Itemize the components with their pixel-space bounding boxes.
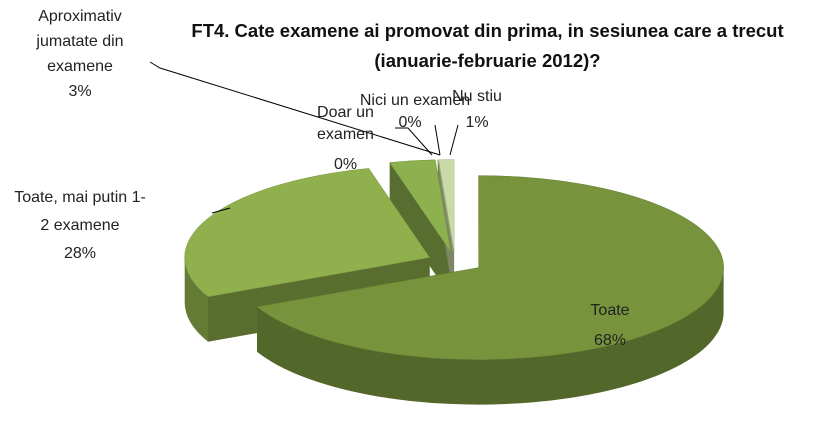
category-label: Doar un examen xyxy=(317,104,374,143)
slice-label: Nu stiu 1% xyxy=(452,84,502,136)
leader-line xyxy=(434,124,441,156)
slice-label: Nici un examen 0% xyxy=(350,90,480,134)
leader-line xyxy=(149,61,441,156)
slice-label: Aproximativ jumatate din examene 3% xyxy=(10,4,150,104)
slice xyxy=(184,168,431,297)
value-label: 1% xyxy=(465,114,489,131)
category-label: Nici un examen xyxy=(359,92,471,109)
slice-label: Toate 68% xyxy=(560,296,660,356)
value-label: 0% xyxy=(333,156,358,173)
chart-title: FT4. Cate examene ai promovat din prima,… xyxy=(191,20,784,71)
slice-wall xyxy=(184,257,208,342)
category-label: Nu stiu xyxy=(452,88,502,105)
leader-line xyxy=(395,127,433,156)
slice xyxy=(438,159,455,252)
category-label: Aproximativ jumatate din examene xyxy=(36,8,124,75)
slice xyxy=(256,175,724,360)
outer-walls xyxy=(184,257,724,405)
value-label: 28% xyxy=(63,245,97,262)
slice-wall xyxy=(257,267,724,405)
leader-line xyxy=(449,124,459,156)
slice-tops xyxy=(184,159,724,360)
slice-label: Doar un examen 0% xyxy=(298,102,393,176)
category-label: Toate xyxy=(590,302,630,319)
slice xyxy=(437,159,454,252)
leader-line xyxy=(211,207,231,214)
value-label: 68% xyxy=(593,332,627,349)
value-label: 0% xyxy=(398,114,422,131)
slice-label: Toate, mai putin 1-2 examene 28% xyxy=(10,184,150,268)
value-label: 3% xyxy=(68,83,92,100)
slice xyxy=(389,159,451,252)
slice-side xyxy=(389,162,451,297)
slices xyxy=(184,159,724,405)
leader-lines xyxy=(149,61,459,214)
category-label: Toate, mai putin 1-2 examene xyxy=(14,189,146,234)
